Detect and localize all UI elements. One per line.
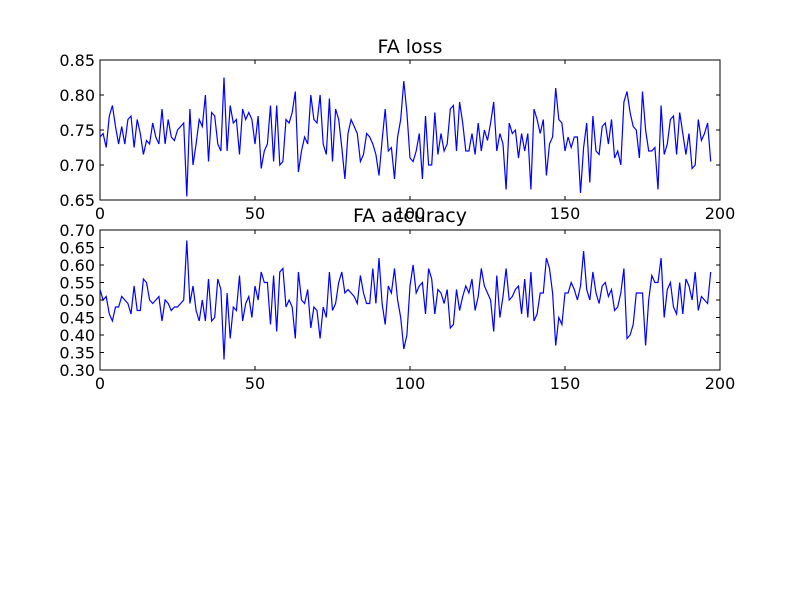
accuracy-plot-area [99,240,712,360]
accuracy-y-tick-label: 0.50 [59,291,95,310]
accuracy-y-tick-label: 0.40 [59,326,95,345]
loss-x-tick-label: 50 [245,204,265,223]
loss-x-tick-label: 0 [95,204,105,223]
accuracy-x-tick-label: 50 [245,374,265,393]
loss-y-tick-label: 0.70 [59,156,95,175]
accuracy-x-tick-label: 200 [705,374,736,393]
loss-x-tick-label: 150 [550,204,581,223]
accuracy-x-tick-label: 150 [550,374,581,393]
accuracy-y-tick-label: 0.45 [59,309,95,328]
accuracy-axes-frame [99,229,721,371]
accuracy-series-line-0 [99,240,712,360]
accuracy-x-tick-label: 0 [95,374,105,393]
chart-fa-loss: FA loss 0 50 100 150 200 0.65 0.70 0.75 0.80 0.85 [59,36,735,223]
loss-y-tick-label: 0.65 [59,191,95,210]
loss-plot-area [99,77,712,197]
accuracy-y-tick-label: 0.35 [59,344,95,363]
accuracy-ticks: 0 50 100 150 200 0.300.350.400.450.500.550.60… [59,221,735,393]
loss-series-line-0 [99,77,712,197]
loss-x-tick-label: 200 [705,204,736,223]
loss-axes-frame [99,59,721,201]
accuracy-chart-title: FA accuracy [353,205,467,227]
loss-x-tick-label: 100 [395,204,426,223]
accuracy-y-tick-label: 0.30 [59,361,95,380]
accuracy-y-tick-label: 0.60 [59,256,95,275]
accuracy-y-tick-label: 0.70 [59,221,95,240]
accuracy-y-tick-label: 0.65 [59,239,95,258]
loss-y-tick-label: 0.75 [59,121,95,140]
loss-ticks: 0 50 100 150 200 0.65 0.70 0.75 0.80 0.85 [59,51,735,223]
accuracy-x-tick-label: 100 [395,374,426,393]
accuracy-y-tick-label: 0.55 [59,274,95,293]
chart-fa-accuracy: 0 50 100 150 200 0.300.350.400.450.500.550.60… [59,205,735,393]
loss-y-tick-label: 0.85 [59,51,95,70]
loss-chart-title: FA loss [378,36,443,58]
loss-y-tick-label: 0.80 [59,86,95,105]
